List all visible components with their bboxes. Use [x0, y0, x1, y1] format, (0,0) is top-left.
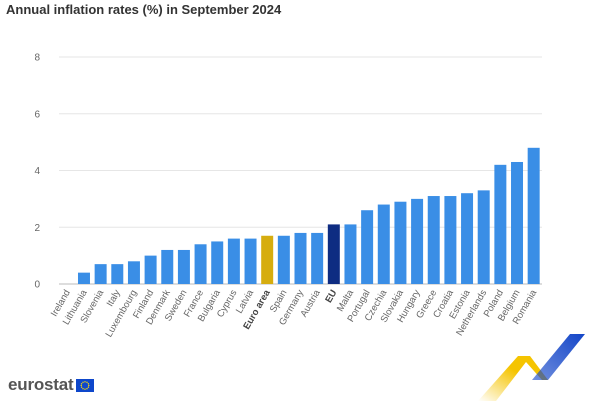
y-tick-label: 2	[34, 223, 40, 234]
corner-decoration	[478, 334, 585, 401]
bar-austria	[311, 232, 324, 284]
bar-belgium	[511, 161, 524, 284]
bar-germany	[294, 232, 307, 284]
corner-blue-stroke	[532, 334, 585, 380]
bar-greece	[427, 196, 440, 284]
bar-bulgaria	[211, 241, 224, 284]
bars	[77, 147, 540, 284]
eu-flag-icon	[76, 378, 95, 392]
bar-finland	[144, 255, 157, 284]
bar-netherlands	[477, 190, 490, 284]
x-axis-ticks: IrelandLithuaniaSloveniaItalyLuxembourgF…	[49, 287, 540, 339]
bar-euro-area	[261, 235, 274, 284]
bar-romania	[527, 147, 540, 284]
eurostat-logo: eurostat	[8, 375, 95, 395]
y-tick-label: 6	[34, 109, 40, 120]
chart-title: Annual inflation rates (%) in September …	[6, 2, 282, 17]
bar-slovenia	[94, 264, 107, 284]
corner-yellow-stroke	[478, 356, 548, 401]
bar-eu	[327, 224, 340, 284]
bar-italy	[111, 264, 124, 284]
y-tick-label: 4	[34, 166, 40, 177]
bar-denmark	[161, 249, 174, 284]
bar-france	[194, 244, 207, 284]
bar-sweden	[177, 249, 190, 284]
bar-czechia	[377, 204, 390, 284]
logo-text: eurostat	[8, 375, 74, 394]
bar-poland	[494, 164, 507, 284]
bar-hungary	[411, 198, 424, 284]
bar-malta	[344, 224, 357, 284]
bar-croatia	[444, 196, 457, 284]
bar-luxembourg	[127, 261, 140, 284]
y-tick-label: 0	[34, 280, 40, 291]
bar-lithuania	[77, 272, 90, 284]
bar-spain	[277, 235, 290, 284]
y-axis-ticks: 0 2 4 6 8	[34, 53, 40, 291]
bar-estonia	[461, 193, 474, 284]
x-tick-label: EU	[323, 288, 339, 305]
bar-slovakia	[394, 201, 407, 284]
bar-cyprus	[227, 238, 240, 284]
bar-latvia	[244, 238, 257, 284]
bar-portugal	[361, 210, 374, 284]
y-tick-label: 8	[34, 53, 40, 64]
